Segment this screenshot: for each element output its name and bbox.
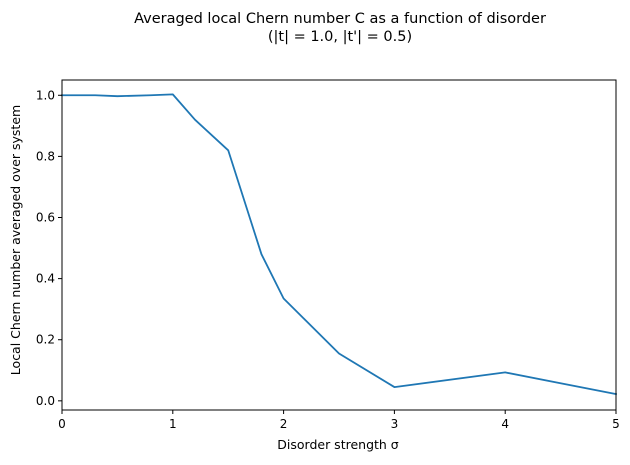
y-tick-label: 0.6: [36, 211, 55, 225]
y-tick-label: 0.2: [36, 333, 55, 347]
plot-area: 0 1 2 3 4 5 0.0 0.2 0.4 0.6 0.8 1.0: [36, 79, 620, 431]
x-tick-label: 2: [280, 417, 288, 431]
chart-subtitle: (|t| = 1.0, |t'| = 0.5): [268, 29, 412, 45]
y-axis-label: Local Chern number averaged over system: [8, 105, 23, 375]
y-tick-label: 0.4: [36, 272, 55, 286]
x-tick-label: 1: [169, 417, 177, 431]
x-tick-label: 3: [391, 417, 399, 431]
y-tick-label: 1.0: [36, 88, 55, 102]
x-tick-label: 5: [612, 417, 620, 431]
x-tick-label: 0: [58, 417, 66, 431]
x-tick-label: 4: [501, 417, 509, 431]
x-axis-label: Disorder strength σ: [277, 437, 399, 452]
chart-title: Averaged local Chern number C as a funct…: [134, 11, 546, 27]
series-line-0: [61, 93, 618, 396]
y-tick-label: 0.8: [36, 149, 55, 163]
y-tick-label: 0.0: [36, 394, 55, 408]
plot-frame: [61, 79, 617, 411]
